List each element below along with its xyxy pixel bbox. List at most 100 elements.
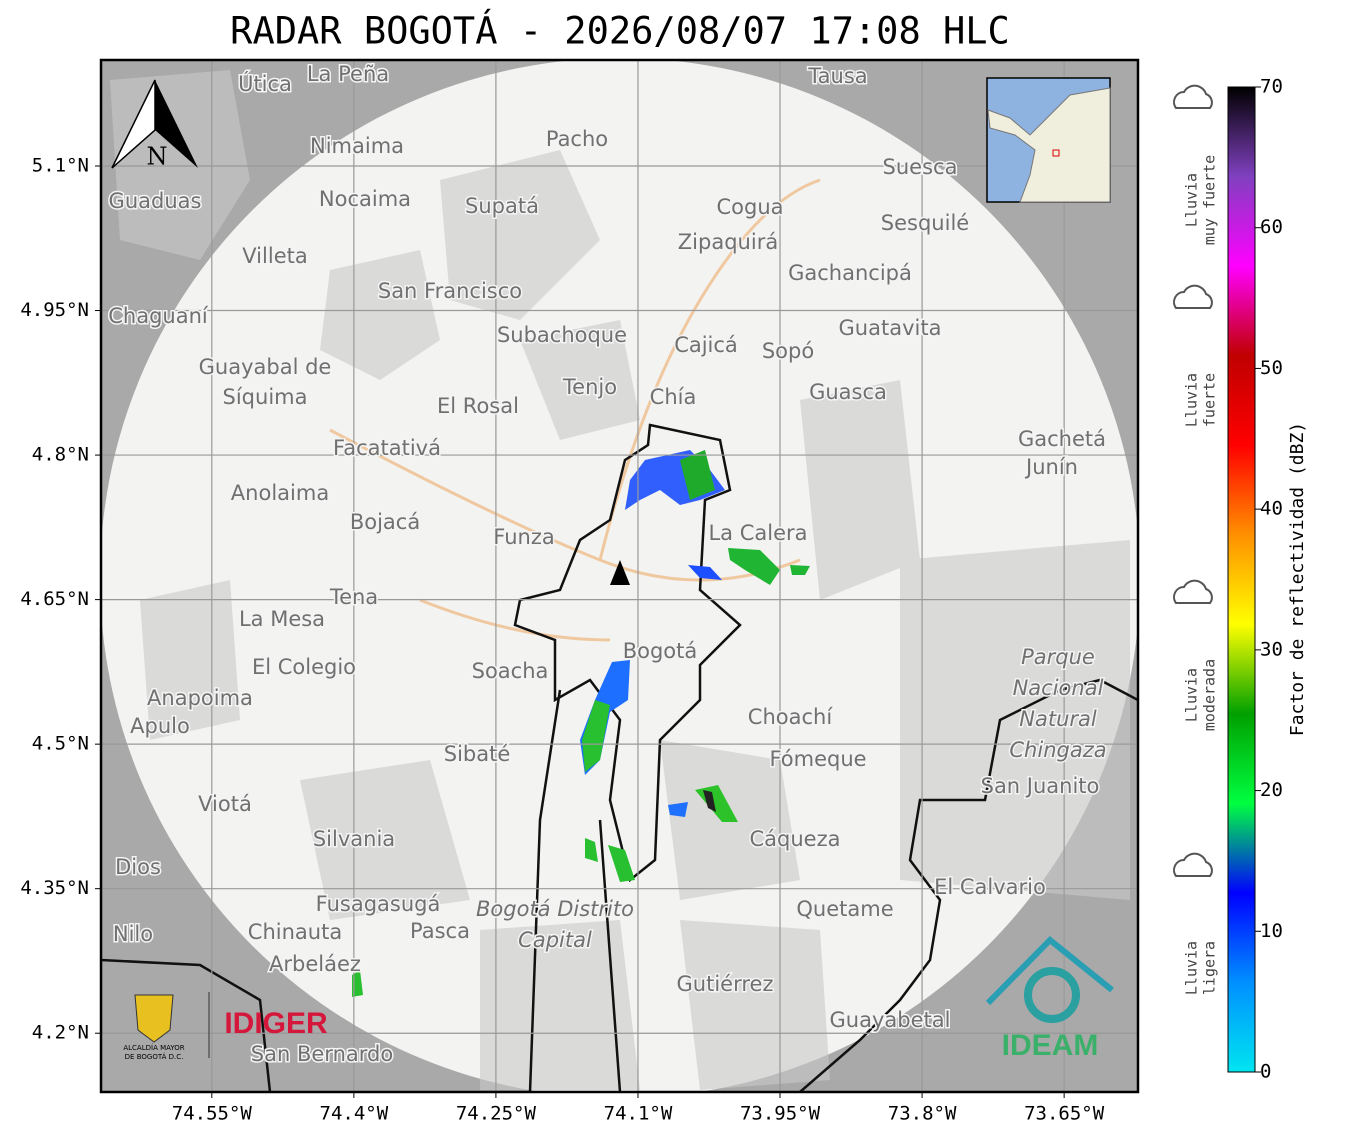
place-label: Síquima <box>223 385 308 409</box>
rain-category: fuerte <box>1201 373 1219 427</box>
place-label: Sesquilé <box>881 211 969 235</box>
title: RADAR BOGOTÁ - 2026/08/07 17:08 HLC <box>230 9 1010 53</box>
place-label: Fómeque <box>769 747 866 771</box>
place-label: Chinauta <box>248 920 342 944</box>
place-label: Tausa <box>807 64 867 88</box>
logo-ideam: IDEAM <box>985 935 1114 1062</box>
echo <box>688 565 722 580</box>
place-label: Nilo <box>113 922 153 946</box>
place-label: Sopó <box>762 339 814 363</box>
y-tick-label: 4.8°N <box>32 444 89 466</box>
x-tick-label: 73.65°W <box>1024 1103 1105 1125</box>
grid <box>101 60 1138 1092</box>
place-label: Chía <box>650 385 697 409</box>
echo <box>703 790 716 812</box>
rain-category: moderada <box>1201 659 1219 731</box>
place-label: Bogotá <box>623 639 698 663</box>
place-label: Guayabetal <box>830 1008 951 1032</box>
echo <box>790 565 810 575</box>
place-label: Guaduas <box>109 189 202 213</box>
place-label: Cogua <box>716 195 783 219</box>
place-label: Guatavita <box>839 316 942 340</box>
north-arrow-right <box>155 80 198 168</box>
logo-text: ALCALDÍA MAYOR <box>123 1043 184 1052</box>
place-label: Anolaima <box>231 481 329 505</box>
logo-alcaldia: ALCALDÍA MAYOR DE BOGOTÁ D.C. IDIGER <box>123 992 328 1061</box>
x-tick-label: 74.55°W <box>172 1103 253 1125</box>
colorbar-tick-label: 50 <box>1260 357 1283 379</box>
place-label: El Rosal <box>437 394 519 418</box>
place-label: Anapoima <box>147 686 253 710</box>
north-label: N <box>147 143 168 171</box>
weather-icon <box>1173 579 1213 604</box>
rain-category: ligera <box>1201 941 1219 995</box>
y-tick-label: 4.95°N <box>20 299 89 321</box>
protected-area-label: Nacional <box>1013 676 1104 700</box>
logo-idiger: IDIGER <box>224 1007 328 1040</box>
protected-area-label: Parque <box>1021 645 1095 669</box>
colorbar <box>1227 86 1256 1073</box>
north-arrow: N <box>111 79 198 171</box>
echo <box>582 700 610 772</box>
place-label: Nimaima <box>310 134 404 158</box>
place-label: Gutiérrez <box>677 972 774 996</box>
place-label: Tena <box>329 585 378 609</box>
y-tick-label: 4.5°N <box>32 733 89 755</box>
place-label: Gachancipá <box>788 261 912 285</box>
rain-category: muy fuerte <box>1201 155 1219 245</box>
logo-swirl <box>1024 967 1080 1023</box>
place-label: Soacha <box>472 659 549 683</box>
coat-of-arms <box>134 994 174 1043</box>
x-tick-label: 74.1°W <box>604 1103 673 1125</box>
place-label: San Francisco <box>378 279 522 303</box>
place-label: Zipaquirá <box>678 230 778 254</box>
weather-icon <box>1173 84 1213 109</box>
place-label: Facatativá <box>333 436 441 460</box>
place-label: Subachoque <box>497 323 627 347</box>
place-label: Nocaima <box>319 187 411 211</box>
map: La Peña Útica Tausa Pacho Nimaima Suesca Guadu… <box>101 60 1138 1092</box>
echo <box>352 970 363 997</box>
y-tick-label: 4.2°N <box>32 1022 89 1044</box>
weather-icon <box>1173 284 1213 309</box>
echo <box>608 845 635 882</box>
colorbar-tick-label: 0 <box>1260 1061 1271 1083</box>
inset-land <box>987 87 1111 203</box>
place-label: Supatá <box>465 194 539 218</box>
place-label: Suesca <box>883 155 958 179</box>
echo <box>585 838 598 862</box>
place-label: San Juanito <box>981 774 1100 798</box>
y-tick-label: 4.35°N <box>20 877 89 899</box>
place-label: Gachetá <box>1018 427 1106 451</box>
protected-area-label: Natural <box>1019 707 1097 731</box>
echo <box>728 548 780 585</box>
radar-site <box>610 560 630 585</box>
rain-category: Lluvia <box>1183 173 1201 227</box>
place-label: Arbeláez <box>269 952 361 976</box>
colorbar-tick-label: 40 <box>1260 498 1283 520</box>
place-label: Fusagasugá <box>316 892 441 916</box>
x-tick-label: 74.25°W <box>456 1103 537 1125</box>
echo <box>668 802 688 817</box>
logo-roof <box>985 935 1114 1006</box>
place-label: Viotá <box>198 792 252 816</box>
colorbar-tick-label: 10 <box>1260 920 1283 942</box>
place-label: Choachí <box>748 705 834 729</box>
place-label: San Bernardo <box>251 1042 393 1066</box>
colorbar-tick-label: 30 <box>1260 638 1283 660</box>
weather-icon <box>1173 852 1213 877</box>
x-tick-label: 74.4°W <box>320 1103 389 1125</box>
protected-area-label: Bogotá Distrito <box>476 897 634 921</box>
x-tick-label: 73.8°W <box>888 1103 957 1125</box>
place-label: El Calvario <box>934 875 1046 899</box>
inset-marker <box>1052 149 1060 157</box>
rain-category: Lluvia <box>1183 668 1201 722</box>
rain-category: Lluvia <box>1183 373 1201 427</box>
place-label: Junín <box>1024 455 1078 479</box>
place-label: Apulo <box>130 714 190 738</box>
logo-text: DE BOGOTÁ D.C. <box>125 1052 184 1061</box>
echo <box>680 450 715 500</box>
